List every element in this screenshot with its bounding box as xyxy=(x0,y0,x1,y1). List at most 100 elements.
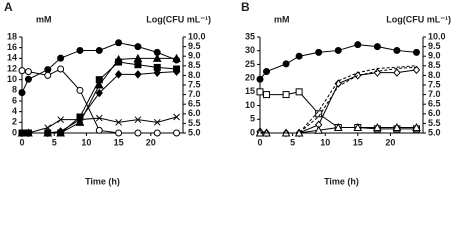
marker xyxy=(18,129,26,137)
marker xyxy=(95,114,103,122)
marker xyxy=(373,122,382,132)
marker xyxy=(57,54,65,62)
marker xyxy=(153,118,161,126)
marker xyxy=(295,88,303,96)
marker xyxy=(373,43,381,51)
y-tick-label: 18 xyxy=(7,31,17,41)
marker xyxy=(392,122,402,132)
y2-tick-label: 10.0 xyxy=(188,31,206,41)
y2-tick-label: 8.0 xyxy=(188,70,201,80)
marker xyxy=(114,70,123,79)
y2-tick-label: 7.0 xyxy=(188,89,201,99)
y2-tick-label: 6.0 xyxy=(428,108,441,118)
marker xyxy=(152,53,162,62)
y-axis-label: mM xyxy=(274,14,290,24)
marker xyxy=(24,75,32,83)
y2-tick-label: 7.0 xyxy=(428,89,441,99)
y2-axis-label: Log(CFU mL⁻¹) xyxy=(386,14,451,24)
panel-letter: A xyxy=(4,0,13,14)
y-tick-label: 35 xyxy=(245,31,255,41)
marker xyxy=(315,110,323,118)
marker xyxy=(24,68,32,76)
series-line xyxy=(259,91,417,130)
marker xyxy=(353,122,363,132)
marker xyxy=(95,88,103,98)
y2-tick-label: 9.5 xyxy=(188,41,201,51)
y2-tick-label: 9.0 xyxy=(188,51,201,61)
marker xyxy=(256,75,264,83)
marker xyxy=(25,129,32,137)
marker xyxy=(44,71,52,79)
marker xyxy=(76,116,84,124)
x-tick-label: 5 xyxy=(52,137,57,147)
marker xyxy=(354,41,362,49)
marker xyxy=(412,65,421,75)
marker xyxy=(173,113,180,121)
series-line xyxy=(22,71,177,134)
marker xyxy=(76,46,84,54)
y-tick-label: 10 xyxy=(7,74,17,84)
y-tick-label: 25 xyxy=(245,59,255,69)
marker xyxy=(134,116,142,124)
x-tick-label: 15 xyxy=(114,137,124,147)
series-line xyxy=(21,42,177,93)
marker xyxy=(115,58,123,66)
marker xyxy=(57,65,65,73)
y2-tick-label: 9.0 xyxy=(428,51,441,61)
y2-tick-label: 6.0 xyxy=(188,108,201,118)
marker xyxy=(18,89,26,97)
y2-axis-label: Log(CFU mL⁻¹) xyxy=(146,14,211,24)
marker xyxy=(314,125,324,134)
y-tick-label: 8 xyxy=(12,85,17,95)
y-tick-label: 30 xyxy=(245,45,255,55)
marker xyxy=(354,71,362,80)
marker xyxy=(153,68,161,78)
y-tick-label: 6 xyxy=(12,95,17,105)
y2-tick-label: 5.0 xyxy=(188,127,201,137)
marker xyxy=(44,66,52,74)
series-line xyxy=(260,65,417,134)
y-tick-label: 0 xyxy=(12,127,17,137)
marker xyxy=(263,68,271,76)
y-axis-label: mM xyxy=(36,14,52,24)
marker xyxy=(56,127,65,136)
y2-tick-label: 10.0 xyxy=(428,31,446,41)
x-tick-label: 10 xyxy=(320,137,330,147)
x-tick-label: 15 xyxy=(353,137,363,147)
marker xyxy=(44,128,52,138)
marker xyxy=(153,129,161,137)
y-tick-label: 2 xyxy=(12,117,17,127)
series-line xyxy=(22,116,177,134)
marker xyxy=(393,68,401,77)
marker xyxy=(134,61,142,69)
x-tick-label: 20 xyxy=(146,137,156,147)
marker xyxy=(134,129,142,137)
marker xyxy=(95,126,103,134)
x-tick-label: 0 xyxy=(257,137,262,147)
marker xyxy=(373,68,382,77)
marker xyxy=(412,48,420,56)
y-tick-label: 4 xyxy=(12,106,17,116)
marker xyxy=(173,129,181,137)
y-tick-label: 5 xyxy=(250,114,255,124)
marker xyxy=(115,118,122,126)
figure: AmM Log(CFU mL⁻¹)Time (h)0246810121416185… xyxy=(4,0,451,186)
y2-tick-label: 8.0 xyxy=(428,70,441,80)
x-tick-label: 0 xyxy=(19,137,24,147)
y-tick-label: 14 xyxy=(7,53,17,63)
series-line xyxy=(21,68,177,134)
marker xyxy=(393,46,401,54)
marker xyxy=(95,46,103,54)
marker xyxy=(115,129,123,137)
marker xyxy=(76,86,84,94)
marker xyxy=(94,80,104,89)
marker xyxy=(134,43,142,51)
y-tick-label: 16 xyxy=(7,42,17,52)
marker xyxy=(282,91,290,99)
x-axis-label: Time (h) xyxy=(324,176,359,186)
y2-tick-label: 8.5 xyxy=(428,60,441,70)
y-tick-label: 15 xyxy=(245,86,255,96)
marker xyxy=(95,76,103,84)
y2-tick-label: 7.5 xyxy=(428,79,441,89)
y-tick-label: 10 xyxy=(245,100,255,110)
